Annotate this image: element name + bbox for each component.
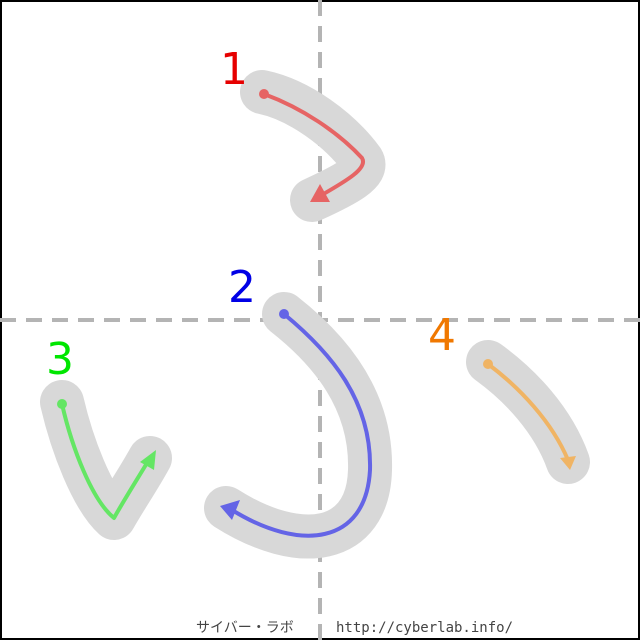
- stroke-1-start-dot: [259, 89, 269, 99]
- stroke-3-path: [60, 402, 152, 520]
- stroke-3-arrowhead: [140, 450, 156, 470]
- stroke-4-start-dot: [483, 359, 493, 369]
- footer-site-name: サイバー・ラボ: [196, 620, 294, 636]
- stroke-3-start-dot: [57, 399, 67, 409]
- stroke-4-number: 4: [428, 310, 456, 361]
- stroke-2-number: 2: [228, 262, 256, 313]
- stroke-1-arrowhead: [310, 184, 330, 202]
- stroke-3-number: 3: [46, 334, 74, 385]
- stroke-1-number: 1: [220, 44, 248, 95]
- stroke-1-path: [262, 92, 366, 198]
- stroke-2-arrowhead: [220, 500, 240, 520]
- footer-url: http://cyberlab.info/: [336, 620, 513, 636]
- stroke-4-path: [486, 362, 570, 462]
- stroke-2-start-dot: [279, 309, 289, 319]
- stroke-4-arrowhead: [560, 456, 576, 470]
- stroke-2-path: [230, 312, 373, 538]
